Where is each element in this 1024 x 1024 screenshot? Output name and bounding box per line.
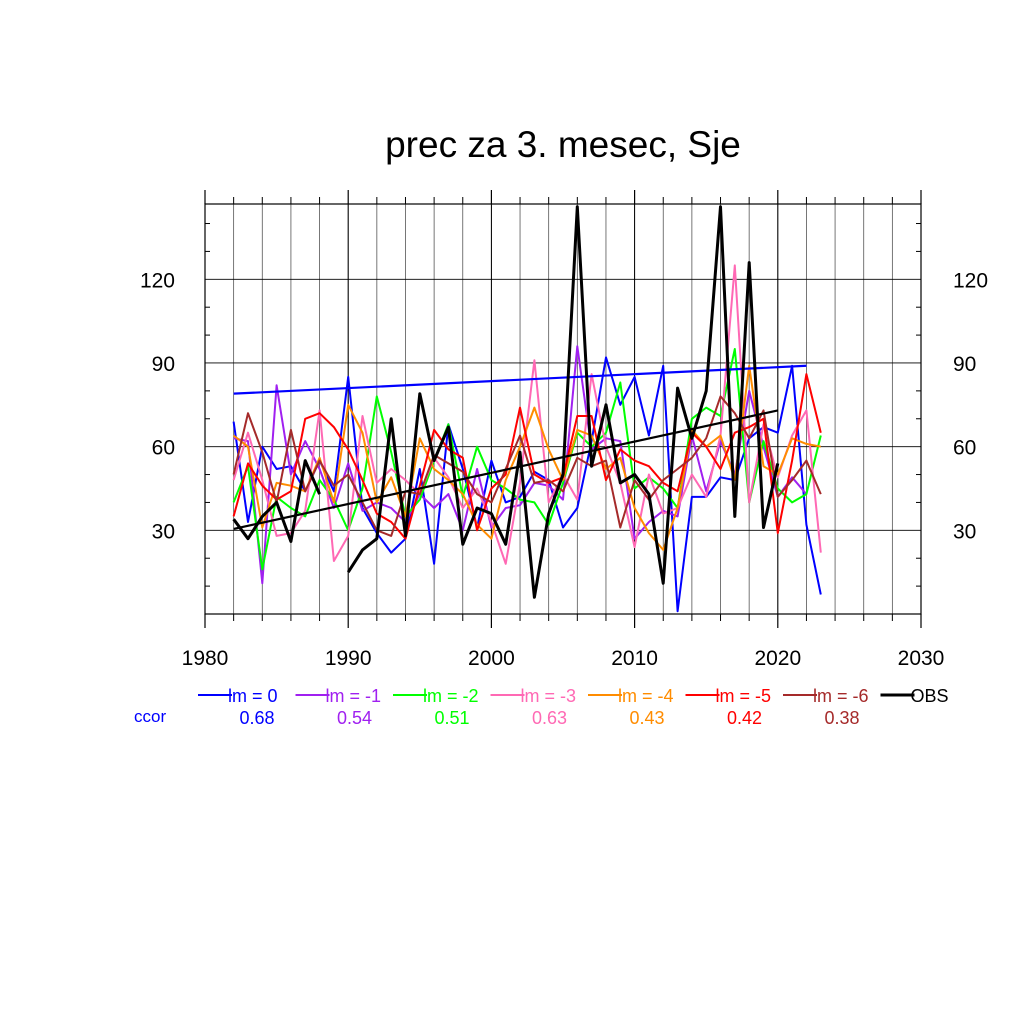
tick-labels: 1980 1990 2000 2010 2020 2030 30 30 60 60 90 90 120 1…: [140, 269, 988, 670]
series-layer: [232, 205, 822, 613]
legend-label: lm = -3: [521, 686, 577, 706]
y-tick-label-left: 90: [152, 353, 175, 376]
series-line: [232, 264, 822, 565]
x-tick-label: 1990: [325, 647, 372, 670]
y-tick-label-right: 60: [953, 437, 976, 460]
x-tick-label: 2000: [468, 647, 515, 670]
grid: [205, 204, 921, 614]
y-tick-label-right: 30: [953, 520, 976, 543]
y-tick-label-right: 90: [953, 353, 976, 376]
legend-label: lm = -6: [813, 686, 869, 706]
trend-line: [233, 409, 779, 531]
chart-title: prec za 3. mesec, Sje: [385, 124, 741, 165]
legend-ccor-value: 0.63: [532, 708, 567, 728]
legend-ccor-value: 0.43: [629, 708, 664, 728]
series-line: [232, 356, 822, 613]
ccor-label: ccor: [134, 707, 166, 726]
legend-label: lm = -1: [326, 686, 382, 706]
ticks: [204, 190, 922, 628]
x-tick-label: 2010: [611, 647, 658, 670]
legend-label: lm = -2: [423, 686, 479, 706]
y-tick-label-right: 120: [953, 269, 988, 292]
plot-frame: [204, 203, 922, 615]
obs-series-line: [232, 205, 780, 599]
legend-label: lm = 0: [228, 686, 278, 706]
trend-line: [233, 364, 807, 395]
y-tick-label-left: 60: [152, 437, 175, 460]
legend-ccor-value: 0.42: [727, 708, 762, 728]
y-tick-label-left: 30: [152, 520, 175, 543]
x-tick-label: 1980: [182, 647, 229, 670]
x-tick-label: 2030: [898, 647, 945, 670]
legend-ccor-value: 0.51: [434, 708, 469, 728]
series-line: [232, 364, 821, 551]
y-tick-label-left: 120: [140, 269, 175, 292]
legend-ccor-value: 0.68: [239, 708, 274, 728]
series-line: [232, 395, 822, 537]
legend-ccor-value: 0.38: [824, 708, 859, 728]
x-tick-label: 2020: [754, 647, 801, 670]
legend-ccor-value: 0.54: [337, 708, 372, 728]
legend-label: lm = -5: [716, 686, 772, 706]
legend-label: OBS: [911, 686, 949, 706]
legend-label: lm = -4: [618, 686, 674, 706]
series-line: [232, 373, 822, 540]
